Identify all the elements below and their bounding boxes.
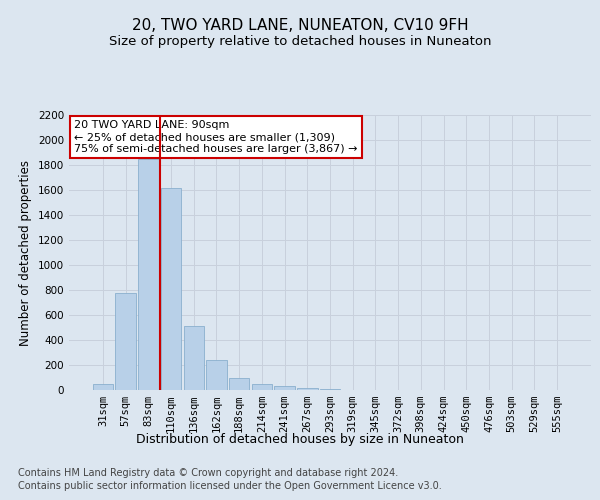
Bar — [161, 188, 181, 390]
Bar — [93, 384, 113, 390]
Bar — [184, 326, 204, 390]
Text: Distribution of detached houses by size in Nuneaton: Distribution of detached houses by size … — [136, 432, 464, 446]
Text: Contains public sector information licensed under the Open Government Licence v3: Contains public sector information licen… — [18, 481, 442, 491]
Bar — [274, 386, 295, 390]
Bar — [297, 388, 317, 390]
Text: Size of property relative to detached houses in Nuneaton: Size of property relative to detached ho… — [109, 35, 491, 48]
Text: 20 TWO YARD LANE: 90sqm
← 25% of detached houses are smaller (1,309)
75% of semi: 20 TWO YARD LANE: 90sqm ← 25% of detache… — [74, 120, 358, 154]
Bar — [229, 378, 250, 390]
Bar — [138, 159, 158, 390]
Bar — [206, 360, 227, 390]
Text: 20, TWO YARD LANE, NUNEATON, CV10 9FH: 20, TWO YARD LANE, NUNEATON, CV10 9FH — [131, 18, 469, 32]
Y-axis label: Number of detached properties: Number of detached properties — [19, 160, 32, 346]
Bar — [115, 292, 136, 390]
Text: Contains HM Land Registry data © Crown copyright and database right 2024.: Contains HM Land Registry data © Crown c… — [18, 468, 398, 477]
Bar — [251, 384, 272, 390]
